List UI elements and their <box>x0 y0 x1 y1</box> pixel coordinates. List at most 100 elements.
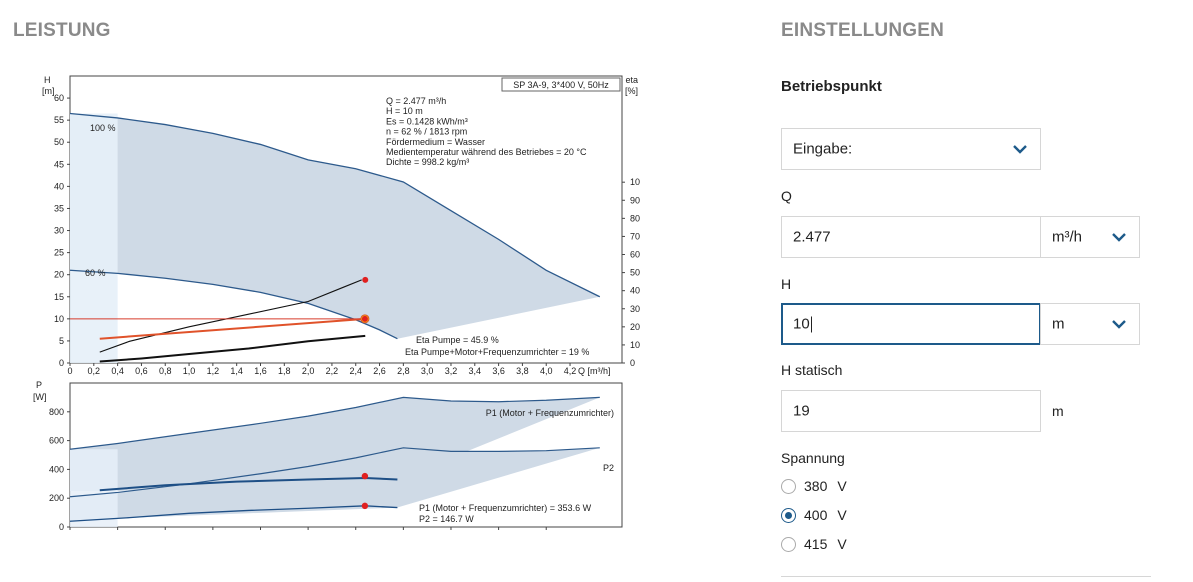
h-input-value: 10 <box>793 315 812 333</box>
p1-range-area <box>70 397 600 491</box>
chart-title-box <box>501 77 621 92</box>
voltage-option-value: 400 <box>804 507 828 523</box>
info-line: Fördermedium = Wasser <box>386 137 485 147</box>
x-tick-label: 1,8 <box>278 366 291 376</box>
info-line: Q = 2.477 m³/h <box>386 96 446 106</box>
x-tick-label: 4,2 <box>564 366 577 376</box>
x-tick-label: 0 <box>67 366 72 376</box>
x-axis-label: Q [m³/h] <box>578 366 611 376</box>
x-tick-label: 3,2 <box>445 366 458 376</box>
power-operating-point <box>361 472 369 480</box>
h-static-input-value: 19 <box>793 402 810 420</box>
p1-operating-curve <box>99 477 398 492</box>
voltage-option-400[interactable]: 400 V <box>781 507 847 523</box>
h-unit-select[interactable]: m <box>1040 303 1140 345</box>
x-tick-label: 3,6 <box>492 366 505 376</box>
x-tick-label: 1,0 <box>183 366 196 376</box>
p-tick-label: 800 <box>49 407 64 417</box>
p1-curve <box>69 396 600 450</box>
x-tick-label: 1,6 <box>254 366 267 376</box>
power-operating-point <box>361 502 369 510</box>
eta-pump-curve <box>99 279 362 353</box>
eta-note: Eta Pumpe = 45.9 % <box>416 335 499 345</box>
q-unit-select[interactable]: m³/h <box>1040 216 1140 258</box>
y2-tick-label: 100 <box>630 177 640 187</box>
q-label: Q <box>781 188 792 204</box>
y-tick-label: 20 <box>54 270 64 280</box>
h-static-unit: m <box>1052 403 1064 419</box>
x-tick-label: 2,2 <box>326 366 339 376</box>
info-line: Medientemperatur während des Betriebes =… <box>386 147 587 157</box>
y-axis-unit: [m] <box>42 86 55 96</box>
radio-button-selected[interactable] <box>781 507 796 523</box>
y2-tick-label: 80 <box>630 213 640 223</box>
y-tick-label: 10 <box>54 314 64 324</box>
system-curve <box>99 317 366 340</box>
mode-select[interactable]: Eingabe: <box>781 128 1041 170</box>
q-input-value: 2.477 <box>793 228 831 246</box>
info-line: n = 62 % / 1813 rpm <box>386 127 467 137</box>
voltage-option-380[interactable]: 380 V <box>781 478 847 494</box>
chevron-down-icon <box>1112 233 1126 242</box>
x-tick-label: 0,4 <box>111 366 124 376</box>
voltage-option-415[interactable]: 415 V <box>781 536 847 552</box>
x-tick-label: 3,0 <box>421 366 434 376</box>
y2-tick-label: 20 <box>630 322 640 332</box>
p2-curve <box>69 447 600 498</box>
y2-tick-label: 60 <box>630 250 640 260</box>
y2-tick-label: 90 <box>630 195 640 205</box>
y2-tick-label: 50 <box>630 268 640 278</box>
h-static-input[interactable]: 19 <box>781 390 1041 432</box>
chevron-down-icon <box>1013 145 1027 154</box>
h-input[interactable]: 10 <box>781 303 1041 345</box>
section-title-leistung: LEISTUNG <box>13 20 111 41</box>
text-caret <box>810 316 812 333</box>
section-title-einstellungen: EINSTELLUNGEN <box>781 20 945 41</box>
eta-total-curve <box>99 334 366 363</box>
x-tick-label: 1,2 <box>207 366 220 376</box>
info-line: H = 10 m <box>386 106 423 116</box>
x-tick-label: 0,8 <box>159 366 172 376</box>
operating-point-marker <box>361 315 368 322</box>
radio-button[interactable] <box>781 536 796 552</box>
curve-60-percent <box>69 269 398 340</box>
h-static-label: H statisch <box>781 362 843 378</box>
q-input[interactable]: 2.477 <box>781 216 1041 258</box>
h-unit-value: m <box>1052 315 1065 333</box>
pump-performance-chart: 0510152025303540455055600102030405060708… <box>33 75 640 532</box>
x-tick-label: 2,6 <box>373 366 386 376</box>
y-tick-label: 35 <box>54 203 64 213</box>
spannung-label: Spannung <box>781 450 845 466</box>
voltage-option-value: 415 <box>804 536 828 552</box>
power-note: P2 = 146.7 W <box>419 514 474 524</box>
q-unit-value: m³/h <box>1052 228 1082 246</box>
h-label: H <box>781 276 792 292</box>
p-tick-label: 200 <box>49 493 64 503</box>
y-tick-label: 0 <box>59 358 64 368</box>
y2-tick-label: 30 <box>630 304 640 314</box>
y2-tick-label: 10 <box>630 340 640 350</box>
curve-100-percent <box>69 112 601 298</box>
y2-tick-label: 70 <box>630 231 640 241</box>
x-tick-label: 2,4 <box>349 366 362 376</box>
y-tick-label: 60 <box>54 93 64 103</box>
x-tick-label: 0,2 <box>88 366 101 376</box>
x-tick-label: 2,8 <box>397 366 410 376</box>
p1-series-label: P1 (Motor + Frequenzumrichter) <box>486 408 614 418</box>
y-tick-label: 40 <box>54 181 64 191</box>
y-tick-label: 25 <box>54 248 64 258</box>
y-tick-label: 45 <box>54 159 64 169</box>
y-tick-label: 55 <box>54 115 64 125</box>
x-tick-label: 1,4 <box>230 366 243 376</box>
p2-series-label: P2 <box>603 463 614 473</box>
p-tick-label: 600 <box>49 436 64 446</box>
low-flow-region-bottom <box>70 449 118 527</box>
divider <box>781 576 1151 577</box>
x-tick-label: 3,4 <box>469 366 482 376</box>
eta-note: Eta Pumpe+Motor+Frequenzumrichter = 19 % <box>405 347 589 357</box>
radio-button[interactable] <box>781 478 796 494</box>
y-tick-label: 30 <box>54 226 64 236</box>
p-tick-label: 400 <box>49 464 64 474</box>
mode-select-value: Eingabe: <box>793 140 853 158</box>
x-tick-label: 2,0 <box>302 366 315 376</box>
